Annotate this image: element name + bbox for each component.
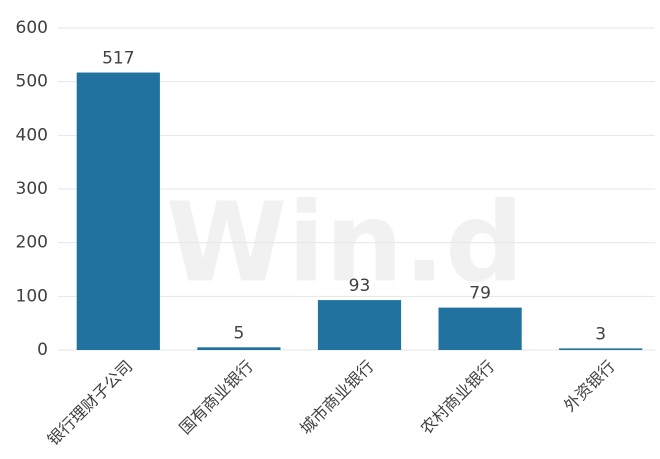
data-label: 3	[595, 324, 606, 344]
bar	[317, 300, 402, 350]
y-tick-label: 300	[16, 179, 48, 199]
y-tick-label: 200	[16, 233, 48, 253]
y-tick-label: 0	[37, 340, 48, 360]
bar	[197, 347, 281, 350]
x-tick-label: 城市商业银行	[296, 357, 377, 438]
y-tick-label: 400	[16, 125, 48, 145]
y-tick-label: 500	[16, 72, 48, 92]
bar	[559, 348, 643, 350]
x-tick-label: 外资银行	[560, 357, 619, 416]
data-label: 79	[469, 284, 491, 304]
x-tick-label: 农村商业银行	[417, 357, 498, 438]
y-tick-label: 100	[16, 286, 48, 306]
data-label: 5	[233, 323, 244, 343]
bar	[76, 72, 160, 350]
bar	[438, 307, 522, 350]
x-tick-label: 国有商业银行	[176, 357, 257, 438]
data-label: 93	[349, 276, 371, 296]
y-tick-label: 600	[16, 18, 48, 38]
x-tick-label: 银行理财子公司	[44, 357, 137, 450]
data-label: 517	[102, 49, 134, 69]
